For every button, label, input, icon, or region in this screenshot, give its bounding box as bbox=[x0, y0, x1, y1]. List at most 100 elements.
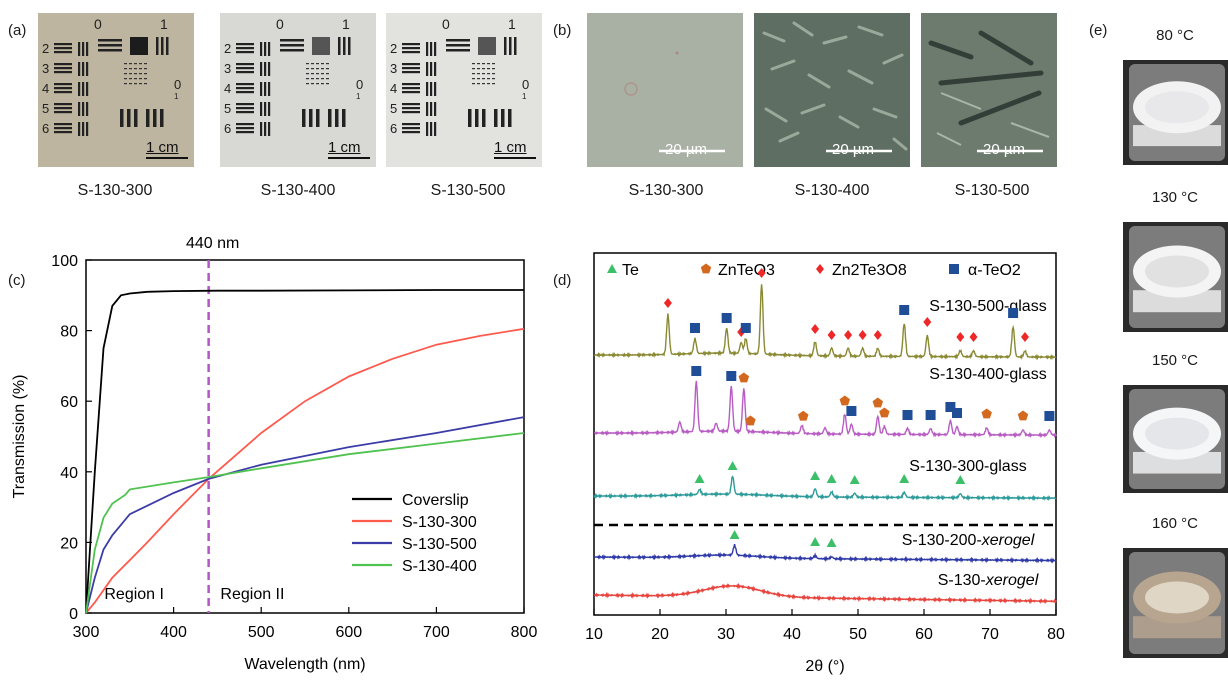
target-small-bar bbox=[134, 78, 137, 80]
target-bar bbox=[260, 102, 263, 116]
target-small-bar bbox=[321, 68, 324, 70]
region-label: Region II bbox=[220, 586, 284, 603]
target-bar bbox=[402, 83, 420, 86]
target-small-bar bbox=[306, 78, 309, 80]
target-digit: 5 bbox=[390, 101, 397, 116]
panel-c-letter: (c) bbox=[8, 272, 26, 289]
target-square bbox=[478, 37, 496, 55]
gel-vial-photo bbox=[1123, 548, 1228, 658]
x-tick-label: 10 bbox=[585, 626, 603, 643]
target-bar bbox=[402, 71, 420, 74]
ateo2-marker bbox=[925, 410, 936, 420]
target-small-bar bbox=[316, 63, 319, 65]
scale-bar-label: 1 cm bbox=[146, 139, 179, 156]
target-small-bar bbox=[306, 73, 309, 75]
target-digit: 1 bbox=[342, 16, 350, 32]
target-bar bbox=[446, 44, 470, 47]
target-bar bbox=[236, 47, 254, 50]
te-marker bbox=[826, 474, 837, 483]
target-bar bbox=[236, 67, 254, 70]
target-bar bbox=[260, 42, 263, 56]
target-bar bbox=[402, 123, 420, 126]
target-bar bbox=[402, 107, 420, 110]
ateo2-marker bbox=[1044, 411, 1055, 421]
target-bar bbox=[430, 42, 433, 56]
target-small-bar bbox=[139, 78, 142, 80]
temperature-label: 160 °C bbox=[1151, 515, 1199, 532]
target-small-bar bbox=[321, 78, 324, 80]
target-small-bar bbox=[311, 63, 314, 65]
target-digit: 4 bbox=[224, 81, 231, 96]
legend-label: Zn2Te3O8 bbox=[832, 262, 907, 279]
target-bar bbox=[236, 83, 254, 86]
target-bar bbox=[260, 122, 263, 136]
target-bar bbox=[430, 102, 433, 116]
target-small-bar bbox=[311, 78, 314, 80]
target-bar bbox=[98, 44, 122, 47]
target-bar bbox=[508, 109, 512, 127]
y-tick-label: 40 bbox=[60, 465, 78, 482]
zn2te3o8-marker bbox=[811, 324, 820, 334]
temperature-label: 150 °C bbox=[1151, 352, 1199, 369]
target-bar bbox=[54, 47, 72, 50]
target-bar bbox=[514, 37, 517, 55]
target-bar bbox=[402, 67, 420, 70]
target-bar bbox=[434, 42, 437, 56]
target-bar bbox=[146, 109, 150, 127]
micrograph-photo: 20 µm bbox=[587, 13, 743, 167]
target-bar bbox=[482, 109, 486, 127]
target-bar bbox=[82, 82, 85, 96]
zn2te3o8-marker bbox=[1020, 332, 1029, 342]
legend-label: ZnTeO3 bbox=[718, 262, 775, 279]
target-small-bar bbox=[482, 78, 485, 80]
target-small-bar bbox=[139, 63, 142, 65]
zn2te3o8-marker bbox=[969, 332, 978, 342]
target-bar bbox=[426, 42, 429, 56]
target-small-bar bbox=[326, 83, 329, 85]
ateo2-marker bbox=[740, 322, 751, 333]
target-small-bar bbox=[492, 78, 495, 80]
target-bar bbox=[402, 91, 420, 94]
legend-label: S-130-300 bbox=[402, 514, 477, 531]
target-digit: 0 bbox=[442, 16, 450, 32]
te-marker bbox=[727, 461, 738, 470]
target-small-bar bbox=[124, 73, 127, 75]
te-marker bbox=[826, 538, 837, 547]
target-digit: 1 bbox=[508, 16, 516, 32]
region-label: Region I bbox=[104, 586, 164, 603]
target-bar bbox=[280, 39, 304, 42]
target-bar bbox=[82, 42, 85, 56]
target-bar bbox=[402, 111, 420, 114]
target-digit: 1 bbox=[356, 92, 361, 101]
target-small-bar bbox=[306, 63, 309, 65]
target-small-bar bbox=[326, 68, 329, 70]
y-tick-label: 80 bbox=[60, 324, 78, 341]
target-bar bbox=[434, 62, 437, 76]
target-bar bbox=[268, 122, 271, 136]
target-small-bar bbox=[487, 78, 490, 80]
target-bar bbox=[78, 62, 81, 76]
target-bar bbox=[54, 71, 72, 74]
target-small-bar bbox=[139, 68, 142, 70]
sample-caption: S-130-400 bbox=[260, 182, 336, 199]
ateo2-marker bbox=[902, 410, 913, 420]
target-bar bbox=[434, 82, 437, 96]
target-bar bbox=[434, 102, 437, 116]
y-tick-label: 20 bbox=[60, 535, 78, 552]
te-marker bbox=[607, 264, 617, 273]
target-small-bar bbox=[316, 78, 319, 80]
target-bar bbox=[280, 49, 304, 52]
target-small-bar bbox=[134, 68, 137, 70]
target-bar bbox=[54, 103, 72, 106]
te-marker bbox=[810, 537, 821, 546]
gel-side bbox=[1133, 616, 1221, 639]
x-tick-label: 70 bbox=[981, 626, 999, 643]
scale-bar-label: 20 µm bbox=[665, 141, 707, 158]
sample-caption: S-130-400 bbox=[794, 182, 870, 199]
target-bar bbox=[160, 109, 164, 127]
zn2te3o8-marker bbox=[873, 330, 882, 340]
target-small-bar bbox=[144, 78, 147, 80]
target-digit: 6 bbox=[224, 121, 231, 136]
zn2te3o8-marker bbox=[663, 298, 672, 308]
target-bar bbox=[504, 37, 507, 55]
